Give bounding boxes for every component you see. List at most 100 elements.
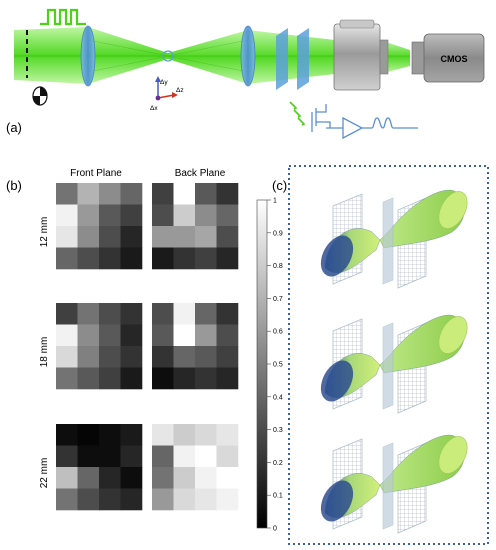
heatmap-cell [216,346,239,368]
panel-label-a: (a) [6,120,22,135]
heatmap-cell [152,467,174,489]
cone-panel-border [288,165,489,545]
heatmap-cell [99,303,121,325]
heatmap-cell [173,424,196,446]
cone-aperture-right [438,436,468,474]
heatmap-cell [77,183,100,205]
colorbar-tick-label: 0.8 [273,263,283,270]
heatmap-cell [99,247,121,270]
cone-aperture-left [320,235,354,277]
heatmap-cell [77,346,100,368]
heatmap-cell [152,488,174,511]
heatmap-cell [173,488,196,511]
heatmap-grids [56,183,239,511]
heatmap-cell [99,467,121,489]
front-glass-plate [382,322,394,410]
heatmap-cell [120,226,143,248]
heatmap-cell [56,346,78,368]
heatmap-cell [56,324,78,347]
cone-aperture-right [438,191,468,229]
heatmap-cell [77,204,100,227]
cone-illustrations [320,189,468,534]
heatmap-front-1 [56,183,143,270]
heatmap-cell [216,367,239,390]
heatmap-cell [152,183,174,205]
heatmap-cell [120,367,143,390]
colorbar: 1 0.9 0.8 0.7 0.6 0.5 0.4 0.3 0.2 0.1 0 [256,198,283,533]
focus-point-marker [162,50,174,62]
colorbar-tick-label: 0.4 [273,394,283,401]
heatmap-cell [173,303,196,325]
detector-circuit [289,101,418,140]
heatmap-cell [77,226,100,248]
axis-z-label: Δz [176,87,184,94]
heatmap-cell [216,226,239,248]
heatmap-cell [152,247,174,270]
heatmap-cell [152,424,174,446]
camera-label: CMOS [441,54,468,64]
heatmap-cell [120,488,143,511]
heatmap-cell [173,247,196,270]
heatmap-cell [216,467,239,489]
heatmap-cell [56,424,78,446]
amplifier-icon [342,116,364,140]
heatmap-cell [99,346,121,368]
axis-y-label: Δy [160,79,168,86]
heatmap-cell [152,367,174,390]
heatmap-cell [216,247,239,270]
cone-aperture-left [320,480,354,522]
heatmap-cell [195,247,217,270]
heatmap-cell [99,183,121,205]
heatmap-cell [173,445,196,468]
cone-aperture-right [438,316,468,354]
heatmap-cell [120,346,143,368]
axis-x-label: Δx [150,105,158,112]
beam-cone-panel: (c) [272,165,489,545]
heatmap-cell [120,183,143,205]
beam-segment-3 [168,30,248,84]
heatmap-cell [120,324,143,347]
heatmap-cell [152,324,174,347]
heatmap-cell [195,303,217,325]
heatmap-cell [216,303,239,325]
heatmap-cell [195,467,217,489]
lens-1 [80,25,96,87]
heatmap-back-3 [152,424,239,511]
heatmap-cell [99,204,121,227]
heatmap-cell [173,324,196,347]
row-label-12mm: 12 mm [39,217,50,248]
heatmap-cell [120,204,143,227]
cone-aperture-left [320,360,354,402]
colorbar-tick-label: 0 [273,526,277,533]
heatmap-cell [56,445,78,468]
heatmap-cell [173,183,196,205]
heatmap-cell [173,346,196,368]
heatmap-cell [152,445,174,468]
heatmap-cell [56,183,78,205]
cmos-camera: CMOS [411,33,485,83]
heatmap-cell [99,324,121,347]
heatmap-cell [173,204,196,227]
heatmap-back-2 [152,303,239,390]
heatmap-cell [152,303,174,325]
heatmap-cell [195,226,217,248]
heatmap-cell [195,445,217,468]
heatmap-cell [77,488,100,511]
heatmap-cell [56,467,78,489]
row-label-22mm: 22 mm [39,458,50,489]
heatmap-cell [195,183,217,205]
heatmap-cell [77,303,100,325]
column-header-back: Back Plane [175,168,226,179]
heatmap-cell [195,488,217,511]
heatmap-cell [195,346,217,368]
heatmap-cell [216,183,239,205]
colorbar-tick-label: 0.5 [273,362,283,369]
heatmap-cell [99,226,121,248]
heatmap-front-3 [56,424,143,511]
coordinate-axes: Δy Δz Δx [150,76,184,112]
row-label-18mm: 18 mm [39,337,50,368]
heatmap-cell [195,367,217,390]
heatmap-cell [173,226,196,248]
objective-lens [333,19,389,91]
beam-segment-4 [248,30,335,84]
